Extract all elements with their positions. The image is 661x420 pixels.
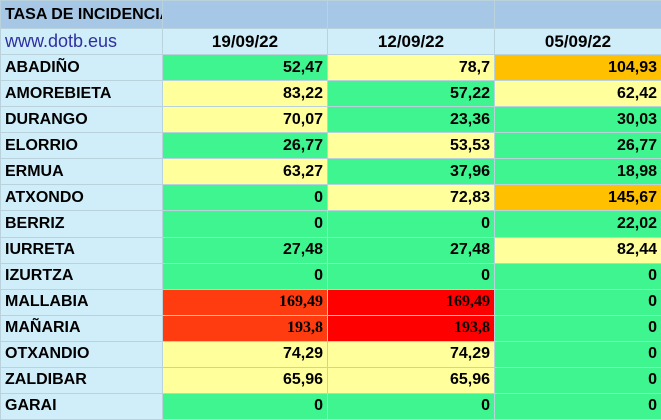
incidence-value-cell[interactable]: 22,02 — [494, 210, 661, 238]
municipality-name[interactable]: BERRIZ — [0, 210, 163, 238]
municipality-name[interactable]: IZURTZA — [0, 262, 163, 290]
date-header[interactable]: 12/09/22 — [327, 28, 495, 56]
table-row: IZURTZA 0 0 0 — [0, 262, 661, 290]
table-row: ERMUA 63,27 37,96 18,98 — [0, 158, 661, 186]
incidence-value-cell[interactable]: 82,44 — [494, 236, 661, 264]
title-empty-cell[interactable] — [327, 0, 495, 30]
municipality-name[interactable]: AMOREBIETA — [0, 80, 163, 108]
incidence-value-cell[interactable]: 83,22 — [162, 80, 328, 108]
date-header[interactable]: 19/09/22 — [162, 28, 328, 56]
incidence-value-cell[interactable]: 65,96 — [327, 366, 495, 394]
incidence-value-cell[interactable]: 0 — [162, 392, 328, 420]
incidence-value-cell[interactable]: 52,47 — [162, 54, 328, 82]
incidence-value-cell[interactable]: 0 — [327, 210, 495, 238]
table-row: ZALDIBAR 65,96 65,96 0 — [0, 366, 661, 394]
table-row: BERRIZ 0 0 22,02 — [0, 210, 661, 238]
date-header[interactable]: 05/09/22 — [494, 28, 661, 56]
incidence-value-cell[interactable]: 0 — [494, 366, 661, 394]
municipality-name[interactable]: OTXANDIO — [0, 340, 163, 368]
incidence-value-cell[interactable]: 0 — [162, 262, 328, 290]
table-title[interactable]: TASA DE INCIDENCIA — [0, 0, 163, 30]
incidence-value-cell[interactable]: 18,98 — [494, 158, 661, 186]
incidence-value-cell[interactable]: 169,49 — [162, 288, 328, 316]
incidence-value-cell[interactable]: 63,27 — [162, 158, 328, 186]
municipality-name[interactable]: ATXONDO — [0, 184, 163, 212]
incidence-value-cell[interactable]: 0 — [327, 392, 495, 420]
incidence-value-cell[interactable]: 72,83 — [327, 184, 495, 212]
municipality-name[interactable]: MAÑARIA — [0, 314, 163, 342]
incidence-value-cell[interactable]: 78,7 — [327, 54, 495, 82]
municipality-name[interactable]: DURANGO — [0, 106, 163, 134]
table-row: ELORRIO 26,77 53,53 26,77 — [0, 132, 661, 160]
incidence-value-cell[interactable]: 0 — [494, 262, 661, 290]
incidence-value-cell[interactable]: 62,42 — [494, 80, 661, 108]
table-row: MALLABIA 169,49 169,49 0 — [0, 288, 661, 316]
municipality-name[interactable]: MALLABIA — [0, 288, 163, 316]
municipality-name[interactable]: ERMUA — [0, 158, 163, 186]
incidence-value-cell[interactable]: 57,22 — [327, 80, 495, 108]
table-row: AMOREBIETA 83,22 57,22 62,42 — [0, 80, 661, 108]
incidence-value-cell[interactable]: 27,48 — [162, 236, 328, 264]
title-row: TASA DE INCIDENCIA — [0, 0, 661, 30]
table-row: OTXANDIO 74,29 74,29 0 — [0, 340, 661, 368]
incidence-value-cell[interactable]: 193,8 — [327, 314, 495, 342]
municipality-name[interactable]: GARAI — [0, 392, 163, 420]
municipality-name[interactable]: IURRETA — [0, 236, 163, 264]
table-row: GARAI 0 0 0 — [0, 392, 661, 420]
incidence-value-cell[interactable]: 0 — [162, 184, 328, 212]
incidence-value-cell[interactable]: 0 — [494, 392, 661, 420]
table-row: ATXONDO 0 72,83 145,67 — [0, 184, 661, 212]
incidence-value-cell[interactable]: 74,29 — [327, 340, 495, 368]
header-row: www.dotb.eus 19/09/22 12/09/22 05/09/22 — [0, 28, 661, 56]
table-row: ABADIÑO 52,47 78,7 104,93 — [0, 54, 661, 82]
incidence-value-cell[interactable]: 74,29 — [162, 340, 328, 368]
incidence-value-cell[interactable]: 0 — [494, 340, 661, 368]
incidence-value-cell[interactable]: 23,36 — [327, 106, 495, 134]
incidence-value-cell[interactable]: 0 — [327, 262, 495, 290]
table-row: DURANGO 70,07 23,36 30,03 — [0, 106, 661, 134]
incidence-value-cell[interactable]: 169,49 — [327, 288, 495, 316]
title-empty-cell[interactable] — [162, 0, 328, 30]
municipality-name[interactable]: ZALDIBAR — [0, 366, 163, 394]
table-row: IURRETA 27,48 27,48 82,44 — [0, 236, 661, 264]
municipality-name[interactable]: ELORRIO — [0, 132, 163, 160]
incidence-value-cell[interactable]: 26,77 — [162, 132, 328, 160]
site-url[interactable]: www.dotb.eus — [0, 28, 163, 56]
incidence-value-cell[interactable]: 193,8 — [162, 314, 328, 342]
incidence-value-cell[interactable]: 145,67 — [494, 184, 661, 212]
incidence-value-cell[interactable]: 104,93 — [494, 54, 661, 82]
title-empty-cell[interactable] — [494, 0, 661, 30]
table-row: MAÑARIA 193,8 193,8 0 — [0, 314, 661, 342]
municipality-name[interactable]: ABADIÑO — [0, 54, 163, 82]
incidence-value-cell[interactable]: 0 — [162, 210, 328, 238]
incidence-value-cell[interactable]: 70,07 — [162, 106, 328, 134]
incidence-value-cell[interactable]: 26,77 — [494, 132, 661, 160]
incidence-value-cell[interactable]: 30,03 — [494, 106, 661, 134]
incidence-value-cell[interactable]: 37,96 — [327, 158, 495, 186]
incidence-value-cell[interactable]: 0 — [494, 288, 661, 316]
incidence-value-cell[interactable]: 27,48 — [327, 236, 495, 264]
incidence-value-cell[interactable]: 53,53 — [327, 132, 495, 160]
incidence-value-cell[interactable]: 65,96 — [162, 366, 328, 394]
incidence-value-cell[interactable]: 0 — [494, 314, 661, 342]
